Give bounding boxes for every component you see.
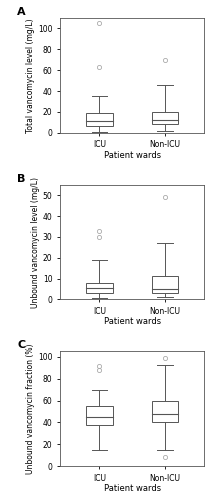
Bar xyxy=(152,112,178,124)
Text: A: A xyxy=(17,7,26,17)
Bar xyxy=(86,282,112,293)
X-axis label: Patient wards: Patient wards xyxy=(104,484,161,493)
Y-axis label: Unbound vancomycin fraction (%): Unbound vancomycin fraction (%) xyxy=(26,344,35,474)
Bar xyxy=(86,406,112,424)
Text: C: C xyxy=(17,340,25,350)
Text: B: B xyxy=(17,174,26,184)
Bar xyxy=(152,400,178,422)
Bar xyxy=(86,113,112,126)
X-axis label: Patient wards: Patient wards xyxy=(104,150,161,160)
Y-axis label: Unbound vancomycin level (mg/L): Unbound vancomycin level (mg/L) xyxy=(31,176,40,308)
Bar xyxy=(152,276,178,293)
Y-axis label: Total vancomycin level (mg/L): Total vancomycin level (mg/L) xyxy=(26,18,35,132)
X-axis label: Patient wards: Patient wards xyxy=(104,318,161,326)
